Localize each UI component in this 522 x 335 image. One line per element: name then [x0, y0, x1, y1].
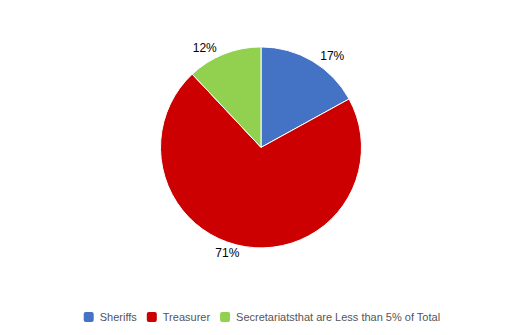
svg-text:12%: 12% [193, 41, 217, 55]
svg-text:Sheriffs: Sheriffs [100, 311, 138, 323]
svg-text:Secretariatsthat are Less than: Secretariatsthat are Less than 5% of Tot… [236, 311, 440, 323]
svg-text:Treasurer: Treasurer [163, 311, 211, 323]
svg-text:71%: 71% [215, 246, 239, 260]
svg-text:17%: 17% [320, 49, 344, 63]
